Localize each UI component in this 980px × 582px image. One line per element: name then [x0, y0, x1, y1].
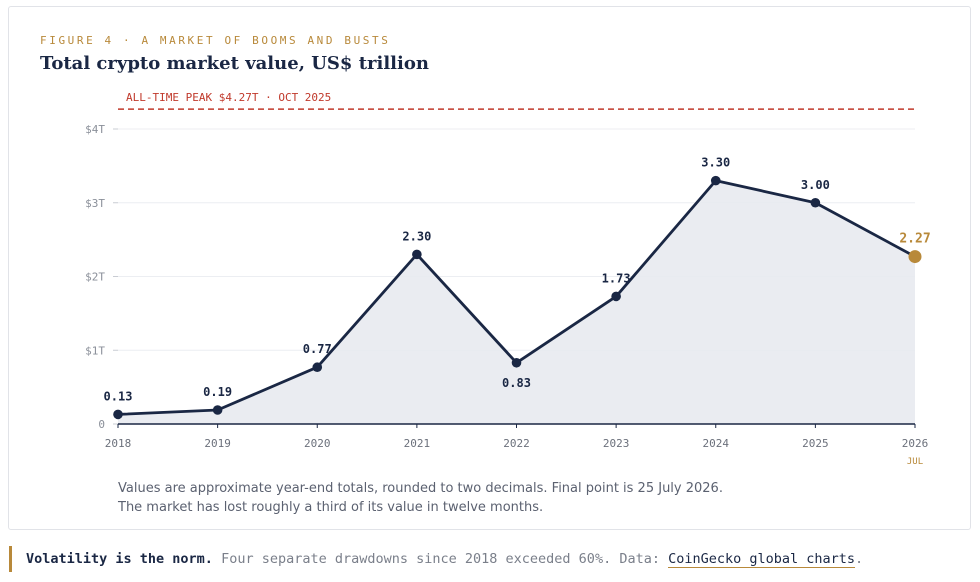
footer-callout: Volatility is the norm. Four separate dr…: [9, 546, 971, 572]
footer-lead: Volatility is the norm.: [26, 551, 213, 567]
data-label: 0.19: [203, 385, 232, 399]
figure-eyebrow: FIGURE 4 · A MARKET OF BOOMS AND BUSTS: [40, 34, 391, 47]
x-tick-label: 2019: [204, 437, 231, 450]
data-point: [908, 250, 922, 264]
x-axis-ticks: 2018 2019 2020 2021 2022 2023 2024 2025 2026 JUL: [105, 424, 929, 467]
market-value-chart: 0 $1T $2T $3T $4T ALL-TIME PEAK $4.27T · OCT…: [85, 91, 931, 467]
x-tick-label: 2026: [902, 437, 929, 450]
y-tick-label: $3T: [85, 197, 105, 210]
x-tick-label: 2023: [603, 437, 630, 450]
data-label: 3.30: [701, 156, 730, 170]
data-point: [113, 409, 123, 420]
data-point: [810, 197, 821, 208]
data-point: [212, 405, 223, 415]
footer-body: Four separate drawdowns since 2018 excee…: [212, 551, 669, 567]
data-point: [412, 249, 422, 260]
data-point: [312, 362, 323, 373]
x-tick-label: 2021: [404, 437, 431, 450]
data-label: 3.00: [801, 178, 830, 192]
data-point: [611, 291, 621, 302]
x-tick-sublabel: JUL: [907, 457, 923, 467]
y-tick-label: $2T: [85, 271, 105, 284]
data-label: 1.73: [602, 271, 631, 285]
y-tick-label: $1T: [85, 344, 105, 357]
data-points: 0.13 0.19 0.77 2.30 0.83 1.73 3.30 3.00 2.27: [104, 156, 931, 420]
source-link[interactable]: CoinGecko global charts: [668, 551, 856, 568]
peak-reference-label: ALL-TIME PEAK $4.27T · OCT 2025: [126, 91, 331, 104]
data-point: [710, 175, 721, 186]
x-tick-label: 2025: [802, 437, 829, 450]
x-tick-label: 2022: [503, 437, 530, 450]
note-line-1: Values are approximate year-end totals, …: [118, 481, 723, 496]
chart-title: Total crypto market value, US$ trillion: [40, 53, 429, 74]
note-line-2: The market has lost roughly a third of i…: [118, 500, 544, 515]
x-tick-label: 2024: [703, 437, 730, 450]
x-tick-label: 2020: [304, 437, 331, 450]
y-axis-ticks: 0 $1T $2T $3T $4T: [85, 123, 105, 431]
data-label: 2.27: [899, 232, 930, 247]
footer-end: .: [855, 551, 864, 567]
area-fill: [118, 180, 915, 424]
y-tick-label: 0: [98, 418, 105, 431]
data-label: 0.13: [104, 389, 133, 403]
x-tick-label: 2018: [105, 437, 132, 450]
data-label: 2.30: [402, 229, 431, 243]
y-tick-label: $4T: [85, 123, 105, 136]
data-label: 0.77: [303, 342, 332, 356]
data-point: [511, 357, 522, 368]
data-label: 0.83: [502, 376, 531, 390]
chart-note: Values are approximate year-end totals, …: [118, 479, 723, 517]
